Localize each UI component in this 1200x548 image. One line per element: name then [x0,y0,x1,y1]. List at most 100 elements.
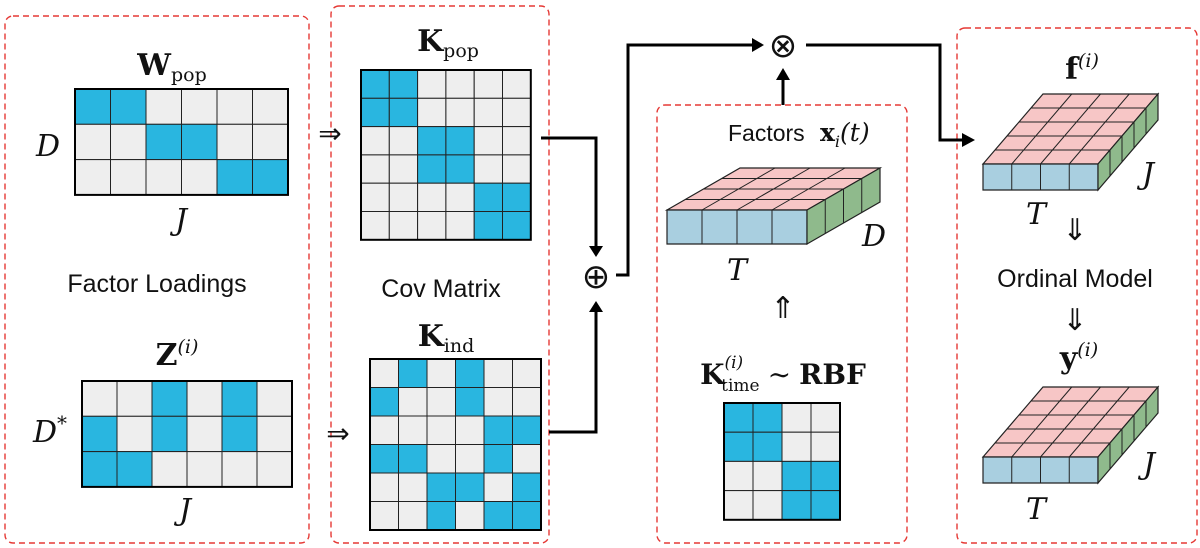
matrix-cell [445,154,475,184]
matrix-cell [388,154,419,184]
w-pop-title: Wpop [136,48,206,86]
matrix-border [81,380,293,488]
matrix-cell [369,415,399,445]
matrix-cell [221,380,258,417]
matrix-cell [502,69,532,99]
matrix-cell [502,97,532,128]
matrix-cell [455,358,485,388]
connector-kpop-to-oplus [541,136,598,250]
k-time-rbf: K(i) time ∼ RBF [700,353,866,396]
cube-side-face [1097,385,1159,485]
matrix-cell [723,402,754,433]
implies-down-arrow-bottom: ⇓ [1062,304,1087,337]
matrix-cell [723,460,754,492]
w-pop-row-label: D [35,129,60,164]
matrix-cell [369,472,399,502]
matrix-cell [781,402,812,433]
matrix-cell [256,380,293,417]
matrix-cell [502,154,532,184]
matrix-cell [398,472,428,502]
matrix-cell [256,451,293,488]
matrix-cell [388,126,419,156]
matrix-border [369,358,542,531]
matrix-cell [398,358,428,388]
connector-kind-to-oplus [549,308,598,434]
matrix-cell [398,415,428,445]
matrix-cell [81,451,118,488]
implies-up-arrow: ⇑ [770,292,795,325]
matrix-cell [473,211,504,241]
matrix-cell [398,387,428,417]
matrix-cell [181,159,218,196]
matrix-cell [145,88,182,125]
matrix-cell [369,444,399,474]
matrix-cell [221,451,258,488]
matrix-cell [781,490,812,521]
matrix-cell [445,69,475,99]
matrix-cell [810,490,841,521]
y-cube [981,385,1160,485]
w-pop-col-label: J [169,203,189,238]
matrix-cell [483,415,513,445]
matrix-cell [810,402,841,433]
matrix-cell [426,472,456,502]
matrix-cell [388,97,419,128]
matrix-cell [181,123,218,161]
cube-grid-line [1040,93,1101,165]
implies-arrow-top: ⇒ [318,118,341,149]
cube-grid-line [1011,93,1073,165]
connector-otimes-arrowhead [752,38,764,52]
matrix-cell [216,123,253,161]
matrix-cell [116,451,153,488]
matrix-cell [181,88,218,125]
matrix-cell [388,69,419,99]
matrix-cell [752,402,783,433]
z-matrix [81,380,293,488]
factors-cube-depth-label: D [861,219,886,254]
matrix-cell [752,431,783,462]
connector-factors-arrowhead [776,68,790,80]
matrix-cell [502,211,532,241]
matrix-cell [360,69,390,99]
matrix-cell [781,431,812,462]
matrix-cell [426,444,456,474]
matrix-cell [186,380,223,417]
factor-loadings-caption: Factor Loadings [67,270,246,298]
matrix-cell [483,387,513,417]
matrix-cell [426,387,456,417]
matrix-cell [81,415,118,453]
matrix-cell [512,415,542,445]
matrix-cell [512,358,542,388]
matrix-cell [186,451,223,488]
w-pop-matrix [74,88,289,196]
matrix-cell [369,387,399,417]
matrix-cell [116,380,153,417]
matrix-cell [473,126,504,156]
matrix-cell [216,159,253,196]
matrix-cell [116,415,153,453]
matrix-cell [455,501,485,531]
cov-matrix-caption: Cov Matrix [381,275,501,303]
matrix-cell [369,358,399,388]
matrix-cell [723,490,754,521]
f-cube [981,92,1160,192]
matrix-cell [151,415,188,453]
matrix-cell [723,431,754,462]
matrix-cell [455,415,485,445]
matrix-border [360,69,532,241]
matrix-cell [151,380,188,417]
cube-grid-line [1068,386,1130,458]
matrix-cell [216,88,253,125]
matrix-cell [512,501,542,531]
matrix-cell [398,444,428,474]
factors-cube-time-label: T [727,253,749,288]
matrix-border [723,402,841,521]
matrix-cell [483,444,513,474]
matrix-cell [810,460,841,492]
k-ind-title: Kind [418,319,475,357]
matrix-cell [445,126,475,156]
matrix-cell [417,126,447,156]
implies-arrow-bottom: ⇒ [326,418,349,449]
f-j-label: J [1136,157,1156,192]
